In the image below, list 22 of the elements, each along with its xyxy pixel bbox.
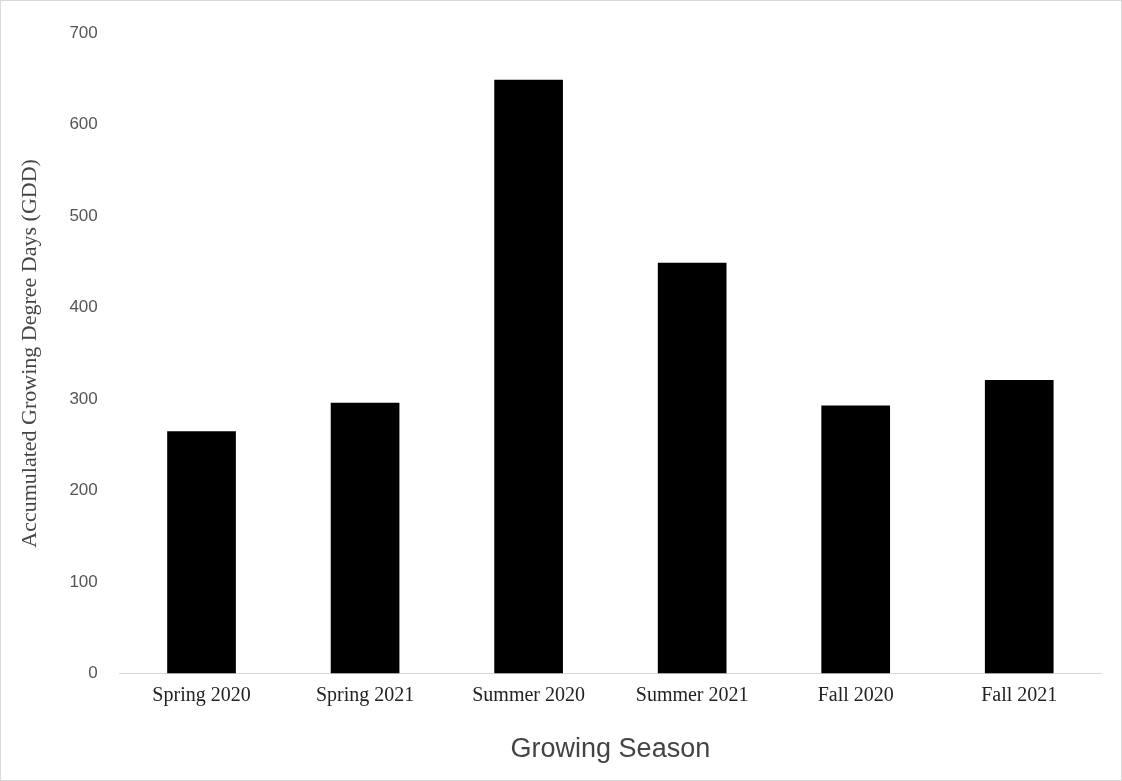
y-tick-label: 100 [69, 571, 98, 591]
y-tick-label: 500 [69, 205, 98, 225]
x-axis-title: Growing Season [510, 733, 711, 764]
y-axis-title: Accumulated Growing Degree Days (GDD) [15, 159, 41, 548]
x-tick-label: Fall 2020 [817, 682, 894, 705]
bar [167, 431, 236, 674]
bar [494, 79, 563, 674]
x-tick-label: Fall 2021 [981, 682, 1058, 705]
bar [330, 402, 400, 674]
y-tick-label: 200 [69, 480, 98, 500]
bar [657, 262, 727, 674]
x-tick-label: Spring 2021 [315, 682, 415, 706]
y-tick-label: 600 [69, 114, 98, 134]
x-tick-label: Summer 2020 [472, 682, 585, 705]
y-tick-label: 0 [88, 663, 98, 683]
y-tick-label: 700 [69, 22, 98, 42]
x-tick-label: Summer 2021 [635, 682, 749, 705]
y-tick-label: 400 [69, 297, 98, 317]
bar [821, 405, 891, 674]
x-tick-label: Spring 2020 [152, 682, 251, 706]
bar [984, 379, 1054, 674]
y-tick-label: 300 [69, 388, 98, 408]
